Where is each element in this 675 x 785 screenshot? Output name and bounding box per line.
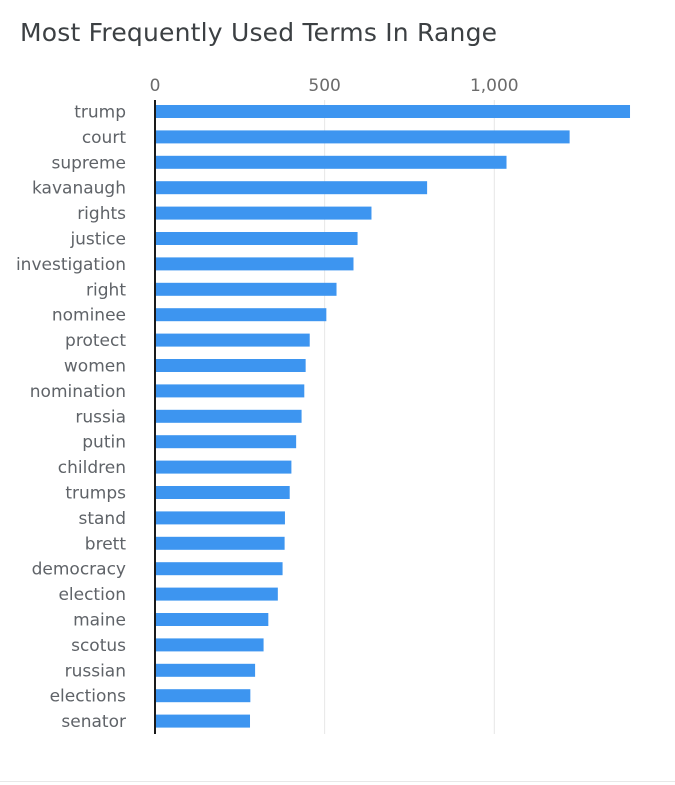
- category-label-russian: russian: [65, 661, 126, 681]
- bar-justice[interactable]: [155, 232, 358, 245]
- category-label-investigation: investigation: [16, 255, 126, 275]
- bars: [155, 105, 631, 728]
- bar-maine[interactable]: [155, 613, 269, 626]
- category-label-stand: stand: [78, 509, 126, 529]
- category-label-elections: elections: [50, 687, 127, 707]
- category-label-democracy: democracy: [32, 560, 126, 580]
- bar-scotus[interactable]: [155, 638, 264, 652]
- bar-election[interactable]: [155, 587, 278, 601]
- category-label-trump: trump: [74, 103, 126, 123]
- category-label-kavanaugh: kavanaugh: [32, 179, 126, 199]
- bar-protect[interactable]: [155, 333, 310, 347]
- x-tick-labels: 0 500 1,000: [150, 76, 519, 96]
- category-label-trumps: trumps: [65, 484, 126, 504]
- bar-court[interactable]: [155, 130, 570, 144]
- bar-brett[interactable]: [155, 536, 285, 550]
- category-label-maine: maine: [73, 611, 126, 631]
- category-label-rights: rights: [77, 204, 126, 224]
- x-tick-label: 1,000: [470, 76, 519, 96]
- bar-right[interactable]: [155, 282, 337, 296]
- bar-children[interactable]: [155, 460, 292, 474]
- category-label-brett: brett: [85, 534, 127, 554]
- bar-investigation[interactable]: [155, 257, 354, 271]
- bar-rights[interactable]: [155, 206, 372, 220]
- bar-kavanaugh[interactable]: [155, 181, 428, 195]
- bar-democracy[interactable]: [155, 562, 283, 576]
- bar-elections[interactable]: [155, 689, 251, 703]
- gridlines: [324, 100, 495, 734]
- bar-nomination[interactable]: [155, 384, 305, 398]
- category-label-senator: senator: [61, 712, 126, 732]
- bar-russia[interactable]: [155, 409, 302, 423]
- category-label-justice: justice: [69, 230, 126, 250]
- category-label-election: election: [58, 585, 126, 605]
- category-label-court: court: [82, 128, 127, 148]
- category-label-protect: protect: [65, 331, 126, 351]
- category-label-putin: putin: [82, 433, 126, 453]
- x-tick-label: 0: [150, 76, 161, 96]
- category-label-right: right: [86, 280, 126, 300]
- x-tick-label: 500: [308, 76, 340, 96]
- footer-divider: [0, 781, 675, 782]
- bar-stand[interactable]: [155, 511, 285, 525]
- category-label-nominee: nominee: [52, 306, 126, 326]
- category-label-nomination: nomination: [30, 382, 126, 402]
- category-labels: trump court supreme kavanaugh rights justice i…: [16, 103, 126, 733]
- category-label-scotus: scotus: [71, 636, 126, 656]
- chart-title: Most Frequently Used Terms In Range: [20, 18, 498, 47]
- category-label-russia: russia: [75, 407, 126, 427]
- bar-trumps[interactable]: [155, 486, 290, 499]
- bar-supreme[interactable]: [155, 155, 507, 169]
- bar-nominee[interactable]: [155, 308, 327, 322]
- bar-senator[interactable]: [155, 714, 251, 728]
- bar-trump[interactable]: [155, 105, 631, 118]
- bar-women[interactable]: [155, 359, 306, 372]
- category-label-children: children: [58, 458, 126, 478]
- category-label-supreme: supreme: [51, 153, 126, 173]
- bar-russian[interactable]: [155, 663, 256, 677]
- category-label-women: women: [64, 357, 126, 377]
- bar-putin[interactable]: [155, 435, 297, 449]
